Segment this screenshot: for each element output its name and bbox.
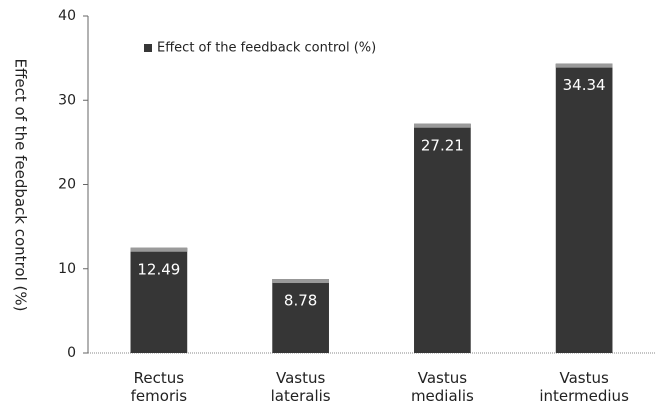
y-tick-label: 30 — [58, 92, 76, 108]
bar — [130, 247, 188, 353]
x-tick-label: Vastus lateralis — [270, 369, 331, 405]
y-axis-label: Effect of the feedback control (%) — [12, 59, 30, 312]
bar-highlight — [555, 63, 613, 68]
x-tick-label: Vastus medialis — [410, 369, 474, 405]
bar-highlight — [272, 279, 329, 284]
legend-swatch — [144, 44, 152, 52]
y-tick-label: 20 — [58, 177, 76, 193]
value-label: 34.34 — [563, 76, 606, 94]
value-label: 8.78 — [284, 292, 317, 310]
value-label: 27.21 — [421, 136, 464, 154]
y-tick-label: 10 — [58, 261, 76, 277]
bar-highlight — [414, 123, 471, 128]
x-tick-label: Vastus intermedius — [539, 369, 629, 405]
bar — [414, 123, 471, 353]
bar-highlight — [130, 247, 188, 252]
y-tick-label: 0 — [67, 345, 76, 361]
bar — [555, 63, 613, 354]
legend-label: Effect of the feedback control (%) — [157, 41, 376, 56]
x-tick-label: Rectus femoris — [130, 369, 188, 405]
y-tick-label: 40 — [58, 8, 76, 24]
bar — [272, 279, 329, 353]
value-label: 12.49 — [137, 260, 180, 278]
